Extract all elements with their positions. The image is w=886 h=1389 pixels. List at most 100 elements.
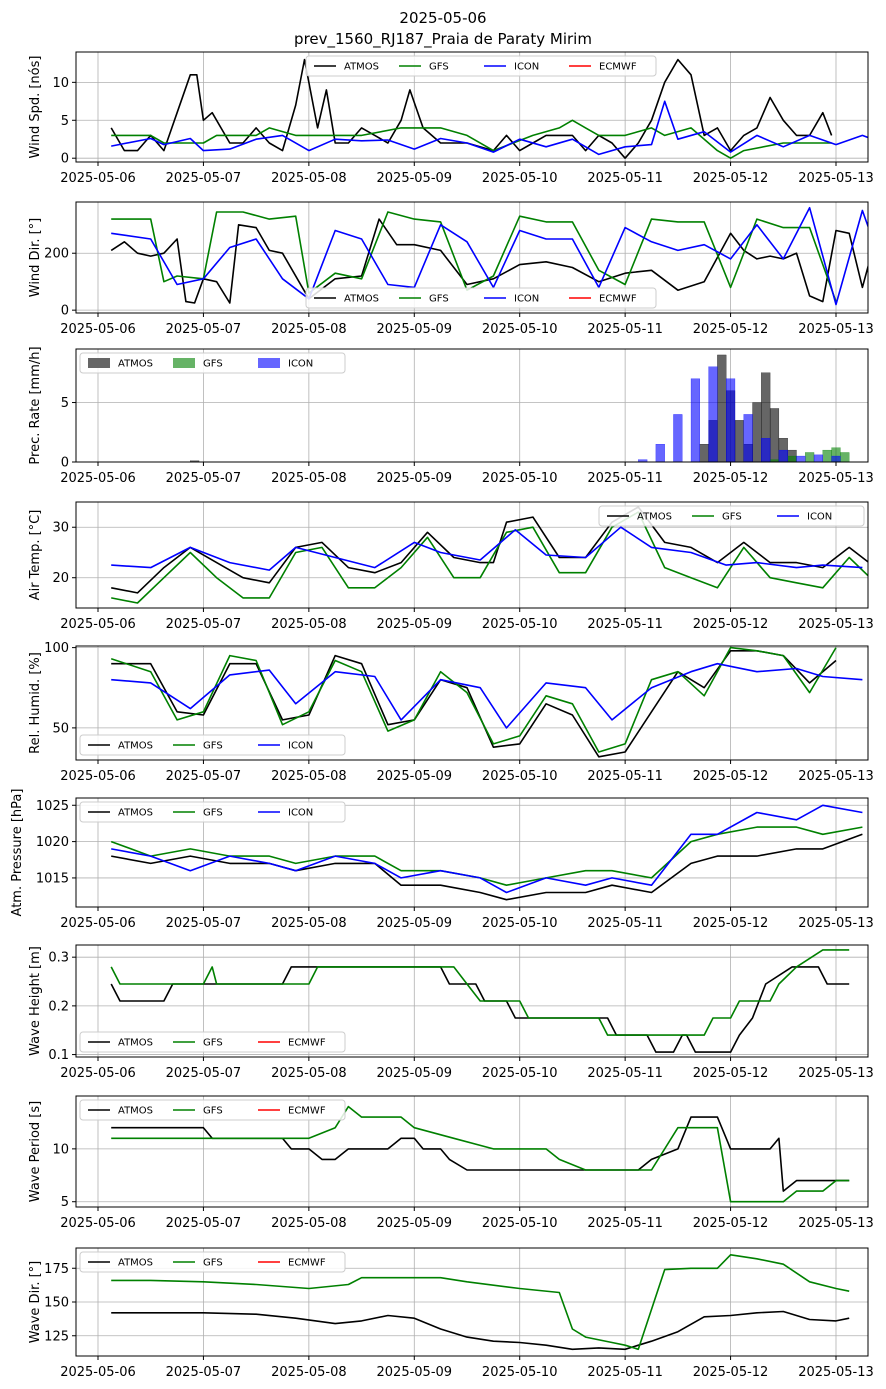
x-tick-label: 2025-05-06 <box>60 322 136 337</box>
legend-box <box>79 1031 346 1053</box>
plot-area <box>110 646 863 758</box>
series-line-icon <box>111 526 863 571</box>
legend-label-atmos: ATMOS <box>344 294 379 305</box>
bar-atmos <box>769 408 780 462</box>
legend-label-gfs: GFS <box>203 359 223 370</box>
y-tick-label: 20 <box>52 571 69 586</box>
series-line-atmos <box>110 58 833 159</box>
x-tick-label: 2025-05-11 <box>587 471 663 486</box>
x-tick-label: 2025-05-12 <box>693 471 769 486</box>
plot-area <box>190 354 850 462</box>
legend-label-gfs: GFS <box>203 741 223 752</box>
x-tick-label: 2025-05-06 <box>60 1365 136 1380</box>
series-line-icon <box>111 206 868 306</box>
legend: ATMOS GFS ICON <box>79 734 346 756</box>
x-tick-label: 2025-05-13 <box>798 322 874 337</box>
legend-box <box>79 1099 346 1121</box>
series-line-gfs <box>110 826 863 886</box>
legend-box <box>79 734 346 756</box>
legend: ATMOS GFS ICON <box>598 505 865 527</box>
series-line-gfs <box>111 119 832 159</box>
x-tick-label: 2025-05-08 <box>271 769 347 784</box>
y-tick-label: 200 <box>44 247 69 262</box>
y-tick-label: 125 <box>44 1329 69 1344</box>
x-tick-label: 2025-05-10 <box>482 471 558 486</box>
x-tick-label: 2025-05-09 <box>377 916 453 931</box>
plot-area <box>110 804 863 901</box>
x-tick-label: 2025-05-13 <box>798 1066 874 1081</box>
series-line-atmos <box>110 218 868 304</box>
x-tick-label: 2025-05-06 <box>60 1216 136 1231</box>
panel-2: 0 200 2025-05-06 2025-05-07 2025-05-08 2025-0… <box>28 201 874 337</box>
plot-area <box>110 206 868 306</box>
legend-label-gfs: GFS <box>429 62 449 73</box>
y-tick-label: 1020 <box>36 835 69 850</box>
x-tick-label: 2025-05-10 <box>482 769 558 784</box>
x-tick-label: 2025-05-10 <box>482 1365 558 1380</box>
x-tick-label: 2025-05-11 <box>587 1365 663 1380</box>
y-tick-label: 5 <box>61 1195 69 1210</box>
x-tick-label: 2025-05-06 <box>60 171 136 186</box>
panel-9: 125 150 175 2025-05-06 2025-05-07 2025-05-08 2… <box>28 1247 874 1380</box>
bar-atmos <box>734 420 744 462</box>
x-tick-label: 2025-05-11 <box>587 322 663 337</box>
x-tick-label: 2025-05-08 <box>271 1066 347 1081</box>
axes-frame <box>75 944 869 1058</box>
legend: ATMOS GFS ICON <box>79 352 346 374</box>
y-axis-label: Wave Dir. [°] <box>28 1261 43 1344</box>
x-tick-label: 2025-05-09 <box>377 769 453 784</box>
x-tick-label: 2025-05-07 <box>166 1216 242 1231</box>
bar-icon <box>638 459 648 462</box>
bar-icon <box>655 444 665 462</box>
x-tick-label: 2025-05-06 <box>60 1066 136 1081</box>
bar-icon <box>673 414 683 462</box>
axes-frame <box>75 645 869 761</box>
panel-7: 0.1 0.2 0.3 2025-05-06 2025-05-07 2025-05-08 2… <box>28 944 874 1081</box>
legend-label-ecmwf: ECMWF <box>599 294 637 305</box>
axes-frame <box>75 501 869 609</box>
x-tick-label: 2025-05-07 <box>166 171 242 186</box>
x-tick-label: 2025-05-09 <box>377 171 453 186</box>
bar-icon <box>708 366 718 462</box>
axes-frame <box>75 348 869 463</box>
bar-icon <box>796 455 806 462</box>
bar-gfs <box>787 455 797 462</box>
y-tick-label: 0.1 <box>48 1048 69 1063</box>
panels: 0 5 10 2025-05-06 2025-05-07 2025-05-08 2025-0… <box>10 51 874 1380</box>
y-axis-label: Rel. Humid. [%] <box>28 652 43 754</box>
x-tick-label: 2025-05-07 <box>166 617 242 632</box>
bar-icon <box>690 378 700 462</box>
chart-title-line2: prev_1560_RJ187_Praia de Paraty Mirim <box>294 30 592 49</box>
legend-label-gfs: GFS <box>203 1038 223 1049</box>
plot-area <box>111 506 868 604</box>
axes-frame <box>75 201 869 314</box>
bar-atmos <box>699 444 709 462</box>
legend: ATMOS GFS ECMWF <box>79 1099 346 1121</box>
y-axis-label: Wind Spd. [nós] <box>28 56 43 159</box>
y-axis-label: Wave Period [s] <box>28 1101 43 1202</box>
panel-3: 0 5 2025-05-06 2025-05-07 2025-05-08 2025-05-… <box>28 346 874 486</box>
y-tick-label: 100 <box>44 641 69 656</box>
x-tick-label: 2025-05-13 <box>798 471 874 486</box>
x-tick-label: 2025-05-11 <box>587 171 663 186</box>
series-line-gfs <box>111 511 868 604</box>
x-tick-label: 2025-05-07 <box>166 916 242 931</box>
x-tick-label: 2025-05-10 <box>482 322 558 337</box>
x-tick-label: 2025-05-10 <box>482 171 558 186</box>
legend-box <box>305 55 657 77</box>
x-tick-label: 2025-05-08 <box>271 617 347 632</box>
x-tick-label: 2025-05-13 <box>798 1365 874 1380</box>
legend-label-gfs: GFS <box>203 808 223 819</box>
x-tick-label: 2025-05-07 <box>166 322 242 337</box>
legend: ATMOS GFS ECMWF <box>79 1251 346 1273</box>
y-tick-label: 10 <box>52 1142 69 1157</box>
bar-atmos <box>752 402 762 462</box>
y-tick-label: 5 <box>61 396 69 411</box>
x-tick-label: 2025-05-06 <box>60 916 136 931</box>
legend-label-atmos: ATMOS <box>118 1258 153 1269</box>
legend-label-ecmwf: ECMWF <box>288 1258 326 1269</box>
legend-label-ecmwf: ECMWF <box>288 1038 326 1049</box>
x-tick-label: 2025-05-12 <box>693 1216 769 1231</box>
series-line-atmos <box>111 506 868 594</box>
